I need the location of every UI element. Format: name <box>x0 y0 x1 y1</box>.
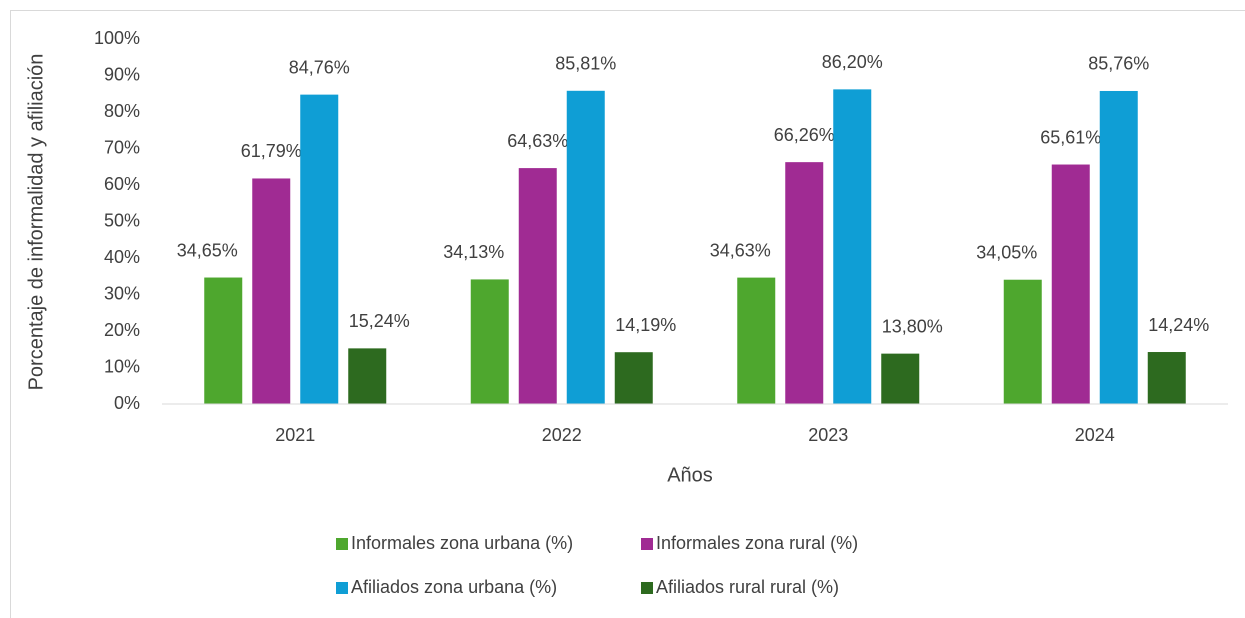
bar <box>518 168 557 404</box>
chart-border <box>10 10 1245 618</box>
x-tick-label: 2021 <box>275 425 315 445</box>
bar <box>1099 90 1138 404</box>
bar <box>614 352 653 404</box>
legend-label: Afiliados rural rural (%) <box>656 577 839 597</box>
legend-label: Afiliados zona urbana (%) <box>351 577 557 597</box>
data-label: 65,61% <box>1040 127 1101 147</box>
x-tick-label: 2022 <box>542 425 582 445</box>
y-tick-label: 10% <box>104 356 140 376</box>
bar <box>1051 164 1090 404</box>
y-tick-label: 70% <box>104 137 140 157</box>
y-tick-label: 80% <box>104 101 140 121</box>
legend-swatch <box>336 538 348 550</box>
bar <box>300 94 339 404</box>
data-label: 85,76% <box>1088 54 1149 74</box>
bar <box>1147 352 1186 404</box>
y-tick-label: 100% <box>94 28 140 48</box>
y-tick-label: 20% <box>104 320 140 340</box>
bar <box>1003 279 1042 404</box>
data-label: 13,80% <box>882 316 943 336</box>
data-label: 64,63% <box>507 131 568 151</box>
data-label: 34,65% <box>177 240 238 260</box>
bar <box>348 348 387 404</box>
y-tick-label: 0% <box>114 393 140 413</box>
bar <box>737 277 776 404</box>
bar <box>470 279 509 404</box>
data-label: 61,79% <box>241 141 302 161</box>
bar <box>785 162 824 404</box>
bar <box>833 89 872 405</box>
bar <box>252 178 291 404</box>
bar <box>566 90 605 404</box>
legend-label: Informales zona urbana (%) <box>351 533 573 553</box>
data-label: 85,81% <box>555 54 616 74</box>
data-label: 66,26% <box>774 125 835 145</box>
y-tick-label: 60% <box>104 174 140 194</box>
data-label: 14,24% <box>1148 315 1209 335</box>
y-tick-label: 30% <box>104 283 140 303</box>
data-label: 14,19% <box>615 315 676 335</box>
bar <box>881 353 920 404</box>
y-tick-label: 90% <box>104 64 140 84</box>
legend-swatch <box>641 538 653 550</box>
x-tick-label: 2024 <box>1075 425 1115 445</box>
x-axis-title: Años <box>667 464 713 486</box>
y-axis-title: Porcentaje de informalidad y afiliación <box>25 54 47 391</box>
y-tick-label: 50% <box>104 210 140 230</box>
data-label: 34,13% <box>443 242 504 262</box>
data-label: 84,76% <box>289 57 350 77</box>
y-tick-label: 40% <box>104 247 140 267</box>
bar <box>204 277 243 404</box>
legend-swatch <box>641 582 653 594</box>
data-label: 34,05% <box>976 242 1037 262</box>
data-label: 34,63% <box>710 240 771 260</box>
data-label: 86,20% <box>822 52 883 72</box>
data-label: 15,24% <box>349 311 410 331</box>
x-tick-label: 2023 <box>808 425 848 445</box>
legend-swatch <box>336 582 348 594</box>
legend-label: Informales zona rural (%) <box>656 533 858 553</box>
